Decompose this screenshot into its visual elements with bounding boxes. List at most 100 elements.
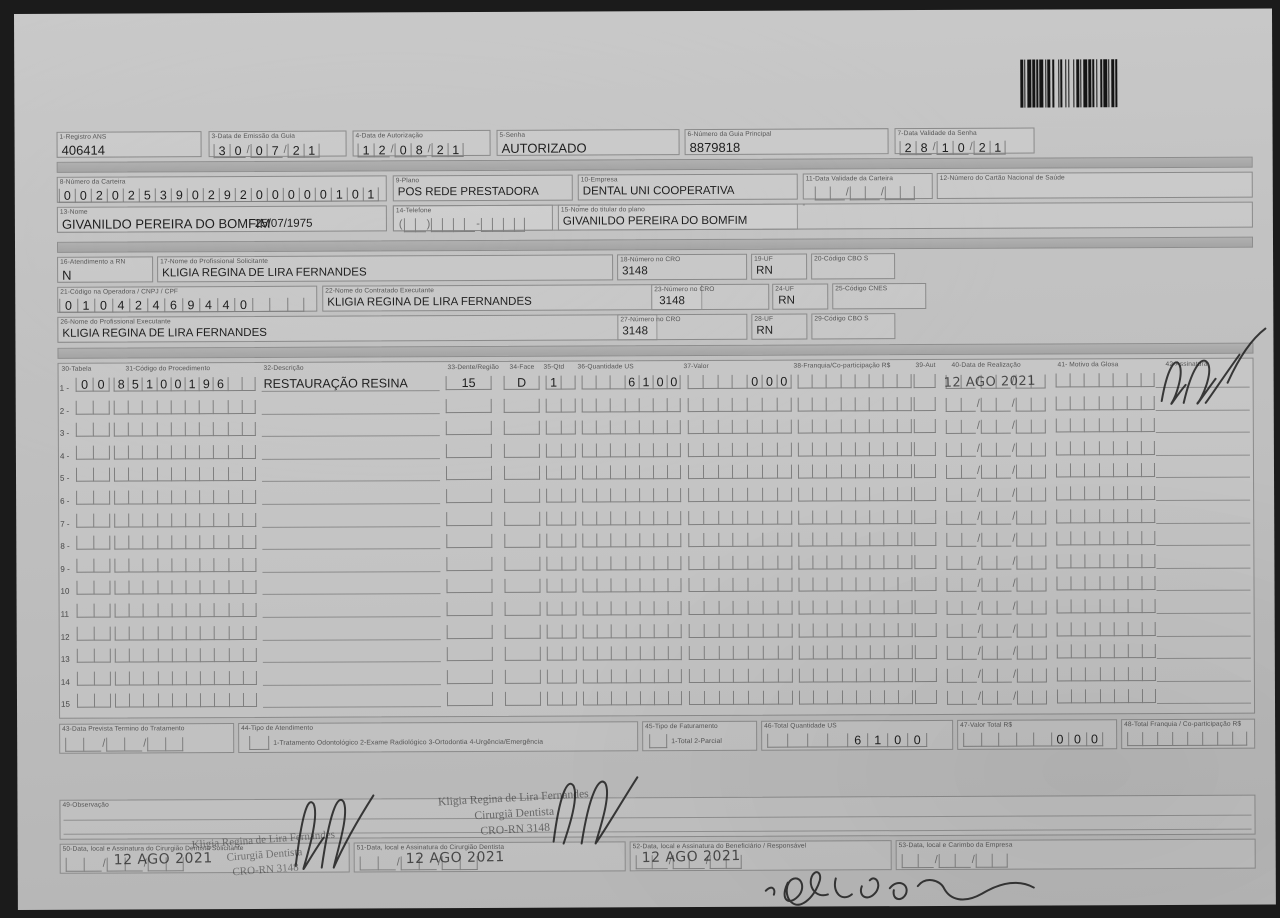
row-9-data-realizacao-cell[interactable] <box>981 555 997 570</box>
row-3-face[interactable] <box>503 420 540 436</box>
row-2-franquia-cell[interactable] <box>868 396 883 411</box>
row-12-motivo-glosa[interactable] <box>1056 621 1157 637</box>
row-7-tabela-cell[interactable] <box>93 513 111 528</box>
row-6-qtd[interactable] <box>546 488 577 503</box>
field-data-prevista-digits-cell[interactable] <box>147 737 166 752</box>
row-15-valor-cell[interactable] <box>688 691 704 706</box>
row-1-aut[interactable] <box>913 373 936 389</box>
row-4-codigo-cell[interactable] <box>113 445 129 460</box>
row-11-face-cell[interactable] <box>504 601 541 616</box>
field-data-prevista-digits[interactable]: / / <box>65 736 184 752</box>
row-9-codigo[interactable] <box>114 557 257 573</box>
row-3-dente[interactable] <box>445 421 492 436</box>
field-telefone-cell[interactable] <box>491 217 503 232</box>
row-11-data-realizacao-cell[interactable] <box>946 600 962 615</box>
row-12-franquia[interactable] <box>798 622 913 638</box>
row-11-franquia-cell[interactable] <box>826 600 842 615</box>
row-1-motivo-glosa-cell[interactable] <box>1069 373 1085 388</box>
row-10-valor-cell[interactable] <box>747 578 763 593</box>
row-12-motivo-glosa-cell[interactable] <box>1099 621 1114 636</box>
row-8-motivo-glosa-cell[interactable] <box>1098 531 1114 546</box>
row-9-valor-cell[interactable] <box>732 555 748 570</box>
row-4-data-realizacao-cell[interactable] <box>1016 442 1032 457</box>
row-6-valor-cell[interactable] <box>702 487 718 502</box>
row-12-data-realizacao[interactable]: / / <box>946 622 1047 638</box>
row-1-qtd-cell[interactable]: 1 <box>545 375 561 390</box>
row-7-franquia-cell[interactable] <box>840 509 855 524</box>
row-11-qtd-us-cell[interactable] <box>596 601 612 616</box>
row-11-franquia-cell[interactable] <box>812 600 828 615</box>
row-15-codigo-cell[interactable] <box>157 693 172 708</box>
row-9-qtd-cell[interactable] <box>546 556 562 571</box>
row-2-codigo-cell[interactable] <box>170 399 185 414</box>
row-7-data-realizacao-cell[interactable] <box>1031 510 1047 525</box>
row-5-motivo-glosa-cell[interactable] <box>1055 463 1071 478</box>
row-7-qtd-us-cell[interactable] <box>596 510 611 526</box>
row-8-tabela[interactable] <box>76 535 111 550</box>
row-13-codigo-cell[interactable] <box>157 648 172 663</box>
row-3-motivo-glosa-cell[interactable] <box>1055 418 1071 433</box>
row-7-codigo-cell[interactable] <box>213 512 228 527</box>
row-6-codigo-cell[interactable] <box>185 490 200 505</box>
row-10-codigo-cell[interactable] <box>171 580 186 595</box>
row-5-data-realizacao-cell[interactable] <box>996 465 1012 480</box>
field-assinatura-solicitante-digits-cell[interactable] <box>65 857 84 872</box>
row-14-face[interactable] <box>504 669 541 684</box>
row-1-franquia-cell[interactable] <box>811 374 827 389</box>
row-7-qtd-us-cell[interactable] <box>638 510 654 525</box>
row-6-dente[interactable] <box>446 488 493 504</box>
row-9-valor-cell[interactable] <box>762 555 778 570</box>
row-5-valor-cell[interactable] <box>717 465 733 480</box>
row-10-motivo-glosa-cell[interactable] <box>1070 576 1085 591</box>
field-total-quantidade-us-digits-cell[interactable]: 0 <box>907 733 928 748</box>
row-1-qtd-us-cell[interactable] <box>581 375 596 390</box>
row-12-franquia-cell[interactable] <box>855 622 870 637</box>
row-9-codigo-cell[interactable] <box>199 557 214 572</box>
field-data-prevista-digits-cell[interactable] <box>65 737 84 752</box>
field-codigo-operadora-digits-cell[interactable]: 2 <box>129 298 147 313</box>
row-9-dente[interactable] <box>446 556 493 571</box>
row-2-valor-cell[interactable] <box>761 397 777 412</box>
row-5-qtd-us-cell[interactable] <box>610 465 625 480</box>
row-14-data-realizacao-cell[interactable] <box>1016 668 1033 683</box>
row-14-motivo-glosa-cell[interactable] <box>1113 666 1128 682</box>
row-5-codigo-cell[interactable] <box>156 467 171 482</box>
row-6-motivo-glosa-cell[interactable] <box>1141 486 1156 501</box>
row-4-valor-cell[interactable] <box>747 442 762 457</box>
row-3-codigo-cell[interactable] <box>241 422 256 437</box>
row-5-motivo-glosa-cell[interactable] <box>1126 463 1142 478</box>
field-data-validade-senha-digits-cell[interactable]: 8 <box>915 140 932 156</box>
field-tipo-atendimento-digits[interactable] <box>249 735 270 750</box>
row-8-aut-cell[interactable] <box>914 532 937 547</box>
row-1-valor-cell[interactable] <box>687 374 703 390</box>
row-13-qtd-us-cell[interactable] <box>625 646 640 661</box>
row-10-data-realizacao-cell[interactable] <box>1031 577 1047 592</box>
row-4-qtd[interactable] <box>545 443 576 458</box>
row-2-qtd-us-cell[interactable] <box>581 398 596 413</box>
row-11-motivo-glosa[interactable] <box>1056 599 1156 614</box>
row-1-codigo-cell[interactable]: 9 <box>198 377 213 392</box>
row-11-motivo-glosa-cell[interactable] <box>1113 599 1128 614</box>
row-5-franquia-cell[interactable] <box>797 464 813 479</box>
row-14-motivo-glosa-cell[interactable] <box>1085 667 1100 682</box>
row-4-franquia-cell[interactable] <box>812 442 827 457</box>
row-13-codigo-cell[interactable] <box>228 648 243 663</box>
field-data-autorizacao-digits-cell[interactable]: 2 <box>373 143 390 158</box>
row-12-qtd[interactable] <box>546 624 577 639</box>
row-2-valor-cell[interactable] <box>776 397 792 412</box>
field-numero-carteira-digits-cell[interactable]: 0 <box>74 188 91 203</box>
row-14-franquia-cell[interactable] <box>798 668 814 683</box>
row-15-codigo-cell[interactable] <box>114 693 130 708</box>
row-15-franquia-cell[interactable] <box>855 690 870 705</box>
row-14-tabela-cell[interactable] <box>76 671 94 686</box>
row-8-dente[interactable] <box>446 534 493 549</box>
row-13-qtd-us-cell[interactable] <box>582 646 598 661</box>
row-2-data-realizacao-cell[interactable] <box>995 397 1011 412</box>
row-5-valor-cell[interactable] <box>747 465 763 480</box>
row-9-franquia-cell[interactable] <box>855 555 870 570</box>
row-10-qtd[interactable] <box>546 578 577 594</box>
row-6-data-realizacao-cell[interactable] <box>1016 487 1032 502</box>
row-8-codigo-cell[interactable] <box>199 535 214 550</box>
row-9-codigo-cell[interactable] <box>242 557 257 572</box>
